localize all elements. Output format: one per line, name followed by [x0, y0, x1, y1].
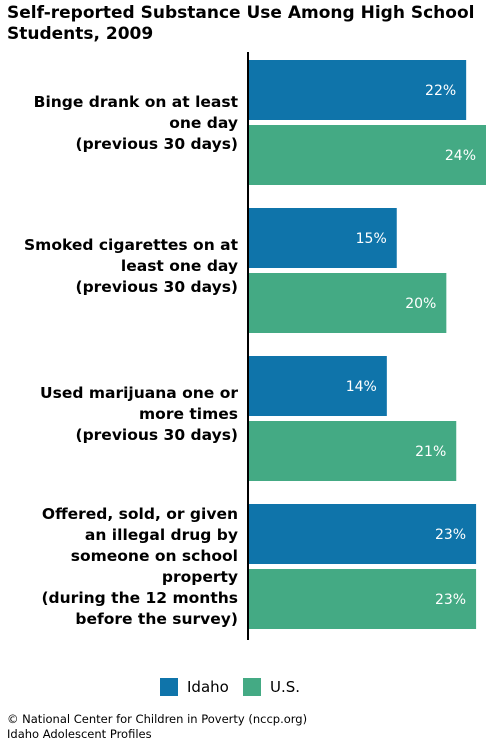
data-label-idaho-4: 23%: [435, 527, 466, 543]
legend-label-us: U.S.: [270, 678, 301, 696]
footer-copyright: © National Center for Children in Povert…: [7, 712, 308, 726]
data-label-idaho-3: 14%: [346, 379, 377, 395]
data-label-us-3: 21%: [415, 444, 446, 460]
category-label-1: Binge drank on at least one day (previou…: [33, 93, 238, 153]
footer: © National Center for Children in Povert…: [7, 712, 307, 742]
data-label-idaho-1: 22%: [425, 83, 456, 99]
legend-swatch-idaho: [160, 678, 178, 696]
chart-title: Self-reported Substance Use Among High S…: [7, 3, 475, 44]
bar-idaho-1: [248, 60, 467, 120]
bar-idaho-2: [248, 208, 397, 268]
legend-label-idaho: Idaho: [187, 678, 229, 696]
legend-item-us: U.S.: [243, 674, 300, 700]
category-label-3: Used marijuana one or more times (previo…: [40, 384, 238, 444]
bar-idaho-3: [248, 356, 387, 416]
bar-us-4: [248, 569, 477, 629]
bar-us-1: [248, 125, 486, 185]
legend-swatch-us: [243, 678, 261, 696]
data-label-us-4: 23%: [435, 592, 466, 608]
footer-source: Idaho Adolescent Profiles: [7, 727, 152, 741]
data-label-idaho-2: 15%: [356, 231, 387, 247]
bar-us-2: [248, 273, 447, 333]
bar-chart: 22% 15% 14% 23% 24% 20% 21% 23%: [247, 52, 486, 640]
data-label-us-1: 24%: [445, 148, 476, 164]
data-label-us-2: 20%: [405, 296, 436, 312]
legend-item-idaho: Idaho: [160, 674, 229, 700]
bar-us-3: [248, 421, 457, 481]
bar-idaho-4: [248, 504, 477, 564]
legend: Idaho U.S.: [0, 674, 498, 700]
category-label-2: Smoked cigarettes on at least one day (p…: [24, 236, 238, 296]
category-label-4: Offered, sold, or given an illegal drug …: [41, 505, 238, 628]
